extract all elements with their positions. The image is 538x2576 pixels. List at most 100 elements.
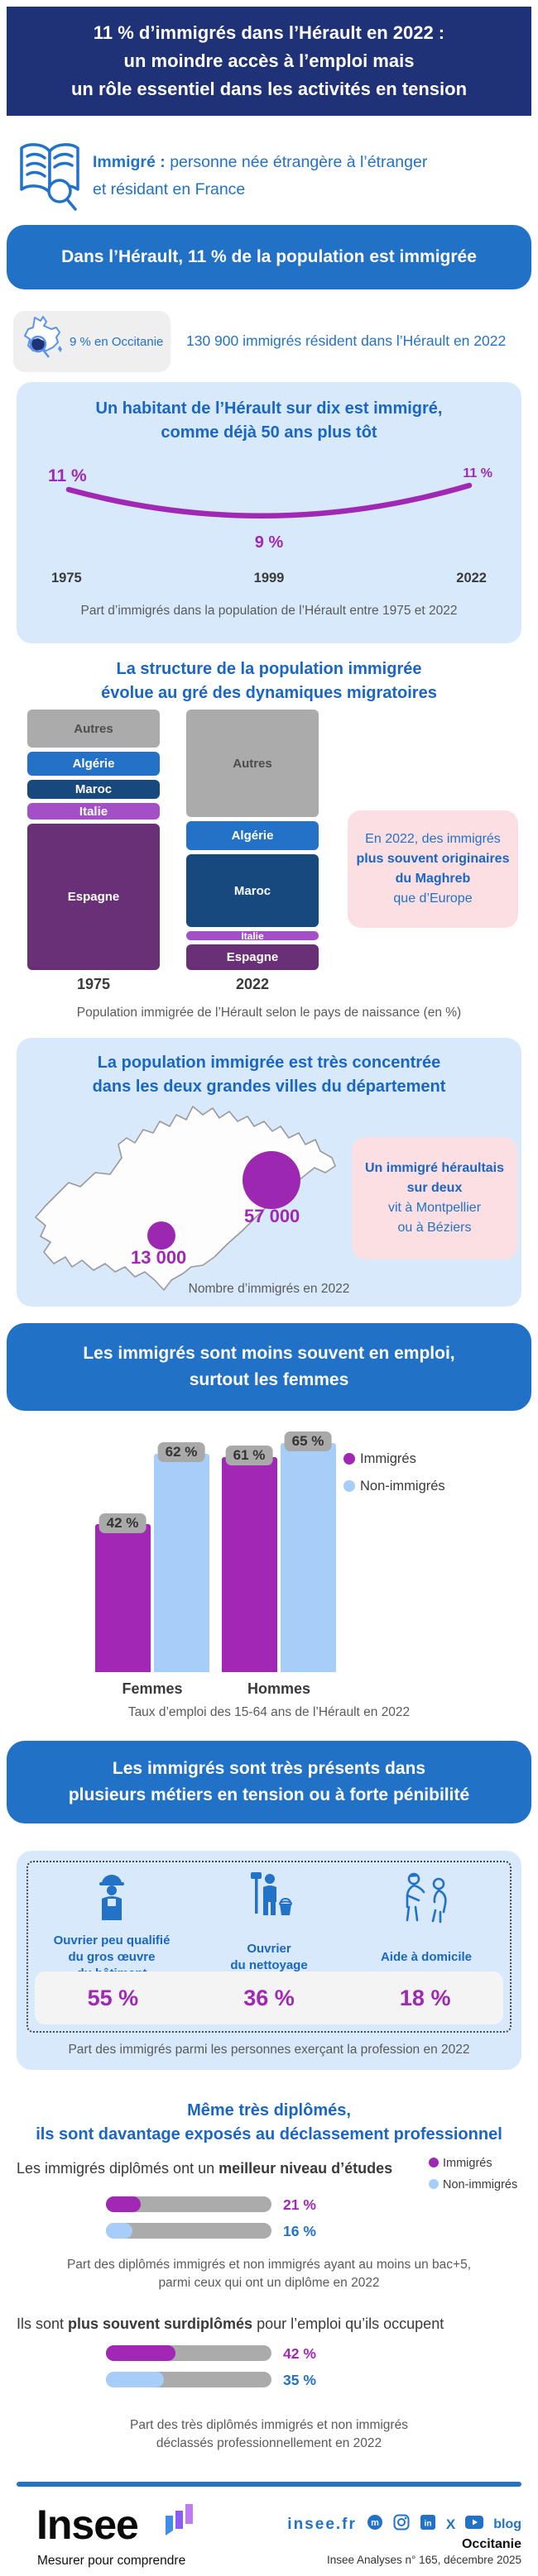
stacked-bar-1975: Autres Algérie Maroc Italie Espagne	[27, 710, 160, 970]
group-label-femmes: Femmes	[122, 1680, 183, 1697]
diplomas-caption2-line2: déclassés professionnellement en 2022	[156, 2436, 382, 2450]
map-title: La population immigrée est très concentr…	[17, 1051, 521, 1099]
diplomas-legend-immigres: Immigrés	[429, 2157, 492, 2170]
diplomas-non-immigres-dot-icon	[429, 2179, 439, 2189]
bar-hommes-immigres	[222, 1457, 277, 1672]
x-twitter-icon[interactable]: X	[445, 2516, 456, 2532]
statement2-normal2: pour l’emploi qu’ils occupent	[252, 2316, 444, 2332]
header-line1: 11 % d’immigrés dans l’Hérault en 2022 :	[93, 22, 445, 43]
insee-logo-bars-icon	[166, 2504, 193, 2535]
profession-cleaner-l2: du nettoyage	[230, 1958, 308, 1972]
segment-italie-2022: Italie	[186, 930, 319, 942]
legend-immigres: Immigrés	[343, 1451, 416, 1467]
non-immigres-dot-icon	[343, 1480, 355, 1492]
bubble-beziers	[147, 1221, 175, 1250]
banner-employment-line2: surtout les femmes	[189, 1370, 349, 1389]
diplomas-legend-non-immigres: Non-immigrés	[429, 2178, 517, 2191]
herault-map	[35, 1106, 336, 1291]
profession-construction-l2: du gros œuvre	[68, 1950, 156, 1964]
progress-track-16	[106, 2223, 271, 2239]
statement2-normal1: Ils sont	[17, 2316, 69, 2332]
footer-divider	[17, 2482, 521, 2487]
header-line2: un moindre accès à l’emploi mais	[123, 50, 415, 71]
trend-title-line1: Un habitant de l’Hérault sur dix est imm…	[95, 399, 443, 418]
progress-track-42	[106, 2345, 271, 2361]
progress-fill-42	[106, 2345, 175, 2361]
diplomas-legend-immigres-label: Immigrés	[443, 2157, 492, 2170]
mastodon-icon[interactable]: m	[367, 2514, 383, 2535]
trend-year-1999: 1999	[253, 571, 285, 585]
banner-population: Dans l’Hérault, 11 % de la population es…	[7, 225, 531, 289]
progress-track-21	[106, 2196, 271, 2212]
professions-dotted-frame	[26, 1861, 512, 2033]
diplomas-immigres-dot-icon	[429, 2158, 439, 2167]
profession-value-18: 18 %	[399, 1985, 451, 2010]
badge-61: 61 %	[225, 1446, 273, 1465]
statement1-bold: meilleur niveau d’études	[219, 2160, 393, 2177]
statement1-normal: Les immigrés diplômés ont un	[17, 2160, 219, 2177]
profession-construction-l1: Ouvrier peu qualifié	[53, 1933, 171, 1948]
bubble-montpellier	[243, 1151, 300, 1209]
bubble-large-label: 57 000	[244, 1206, 300, 1226]
insee-fr-link[interactable]: insee.fr	[287, 2515, 357, 2533]
map-title-line2: dans les deux grandes villes du départem…	[92, 1078, 446, 1096]
definition-term: Immigré :	[93, 153, 166, 171]
diplomas-title-line2: ils sont davantage exposés au déclasseme…	[36, 2125, 502, 2143]
segment-italie-1975: Italie	[27, 803, 160, 820]
linkedin-icon[interactable]: in	[420, 2514, 436, 2535]
trend-caption: Part d’immigrés dans la population de l’…	[80, 604, 458, 618]
professions-caption: Part des immigrés parmi les personnes ex…	[68, 2043, 470, 2057]
group-label-hommes: Hommes	[247, 1680, 311, 1697]
instagram-icon[interactable]	[393, 2514, 410, 2535]
cleaner-icon	[243, 1871, 295, 1928]
trend-box	[17, 382, 521, 643]
badge-62: 62 %	[157, 1442, 205, 1462]
definition-text: Immigré : personne née étrangère à l’étr…	[93, 149, 515, 203]
france-map-magnifier-icon	[18, 314, 65, 370]
trend-title-line2: comme déjà 50 ans plus tôt	[161, 423, 377, 442]
map-note: Un immigré héraultais sur deux vit à Mon…	[352, 1137, 517, 1259]
banner-professions-line2: plusieurs métiers en tension ou à forte …	[68, 1785, 470, 1804]
profession-value-55: 55 %	[87, 1985, 139, 2010]
trend-value-1975: 11 %	[48, 466, 87, 485]
map-note-line2: sur deux	[406, 1181, 463, 1195]
trend-year-2022: 2022	[456, 571, 487, 585]
stacked-bar-label-1975: 1975	[76, 976, 111, 992]
trend-value-2022: 11 %	[463, 466, 492, 480]
trend-value-1999: 9 %	[254, 533, 284, 552]
diplomas-title-line1: Même très diplômés,	[187, 2101, 351, 2120]
occitanie-badge: 9 % en Occitanie	[13, 311, 171, 372]
segment-maroc-1975: Maroc	[27, 780, 160, 799]
diplomas-title: Même très diplômés, ils sont davantage e…	[0, 2099, 538, 2147]
trend-title: Un habitant de l’Hérault sur dix est imm…	[17, 397, 521, 445]
insee-logo: Insee	[36, 2502, 139, 2548]
structure-note-line3: du Maghreb	[395, 872, 471, 886]
diplomas-caption1-line2: parmi ceux qui ont un diplôme en 2022	[158, 2276, 380, 2290]
map-note-line1: Un immigré héraultais	[364, 1161, 505, 1175]
segment-maroc-2022: Maroc	[186, 854, 319, 927]
blog-link[interactable]: blog	[493, 2516, 521, 2531]
profession-construction: Ouvrier peu qualifié du gros œuvre du bâ…	[33, 1871, 190, 1984]
stacked-bar-2022: Autres Algérie Maroc Italie Espagne	[186, 710, 319, 970]
segment-algerie-2022: Algérie	[186, 821, 319, 850]
progress-fill-16	[106, 2223, 132, 2239]
structure-note-line2: plus souvent originaires	[356, 852, 510, 866]
map-note-line4: ou à Béziers	[397, 1221, 472, 1235]
employment-caption: Taux d’emploi des 15-64 ans de l’Hérault…	[127, 1705, 411, 1719]
progress-fill-35	[106, 2372, 164, 2387]
bar-hommes-non-immigres	[281, 1443, 336, 1672]
progress-value-42: 42 %	[283, 2345, 316, 2362]
progress-track-35	[106, 2372, 271, 2387]
banner-population-label: Dans l’Hérault, 11 % de la population es…	[61, 247, 477, 266]
structure-note-line1: En 2022, des immigrés	[365, 832, 501, 846]
legend-non-immigres-label: Non-immigrés	[360, 1479, 445, 1494]
diplomas-statement2: Ils sont plus souvent surdiplômés pour l…	[17, 2316, 480, 2333]
banner-professions-line1: Les immigrés sont très présents dans	[112, 1759, 426, 1778]
diplomas-caption2: Part des très diplômés immigrés et non i…	[0, 2416, 538, 2453]
insee-tagline: Mesurer pour comprendre	[37, 2554, 186, 2568]
youtube-icon[interactable]	[465, 2515, 484, 2534]
structure-title: La structure de la population immigrée é…	[0, 657, 538, 705]
trend-x-axis: 1975 1999 2022	[17, 571, 521, 586]
profession-value-36: 36 %	[243, 1985, 295, 2010]
trend-line-chart	[65, 482, 473, 519]
